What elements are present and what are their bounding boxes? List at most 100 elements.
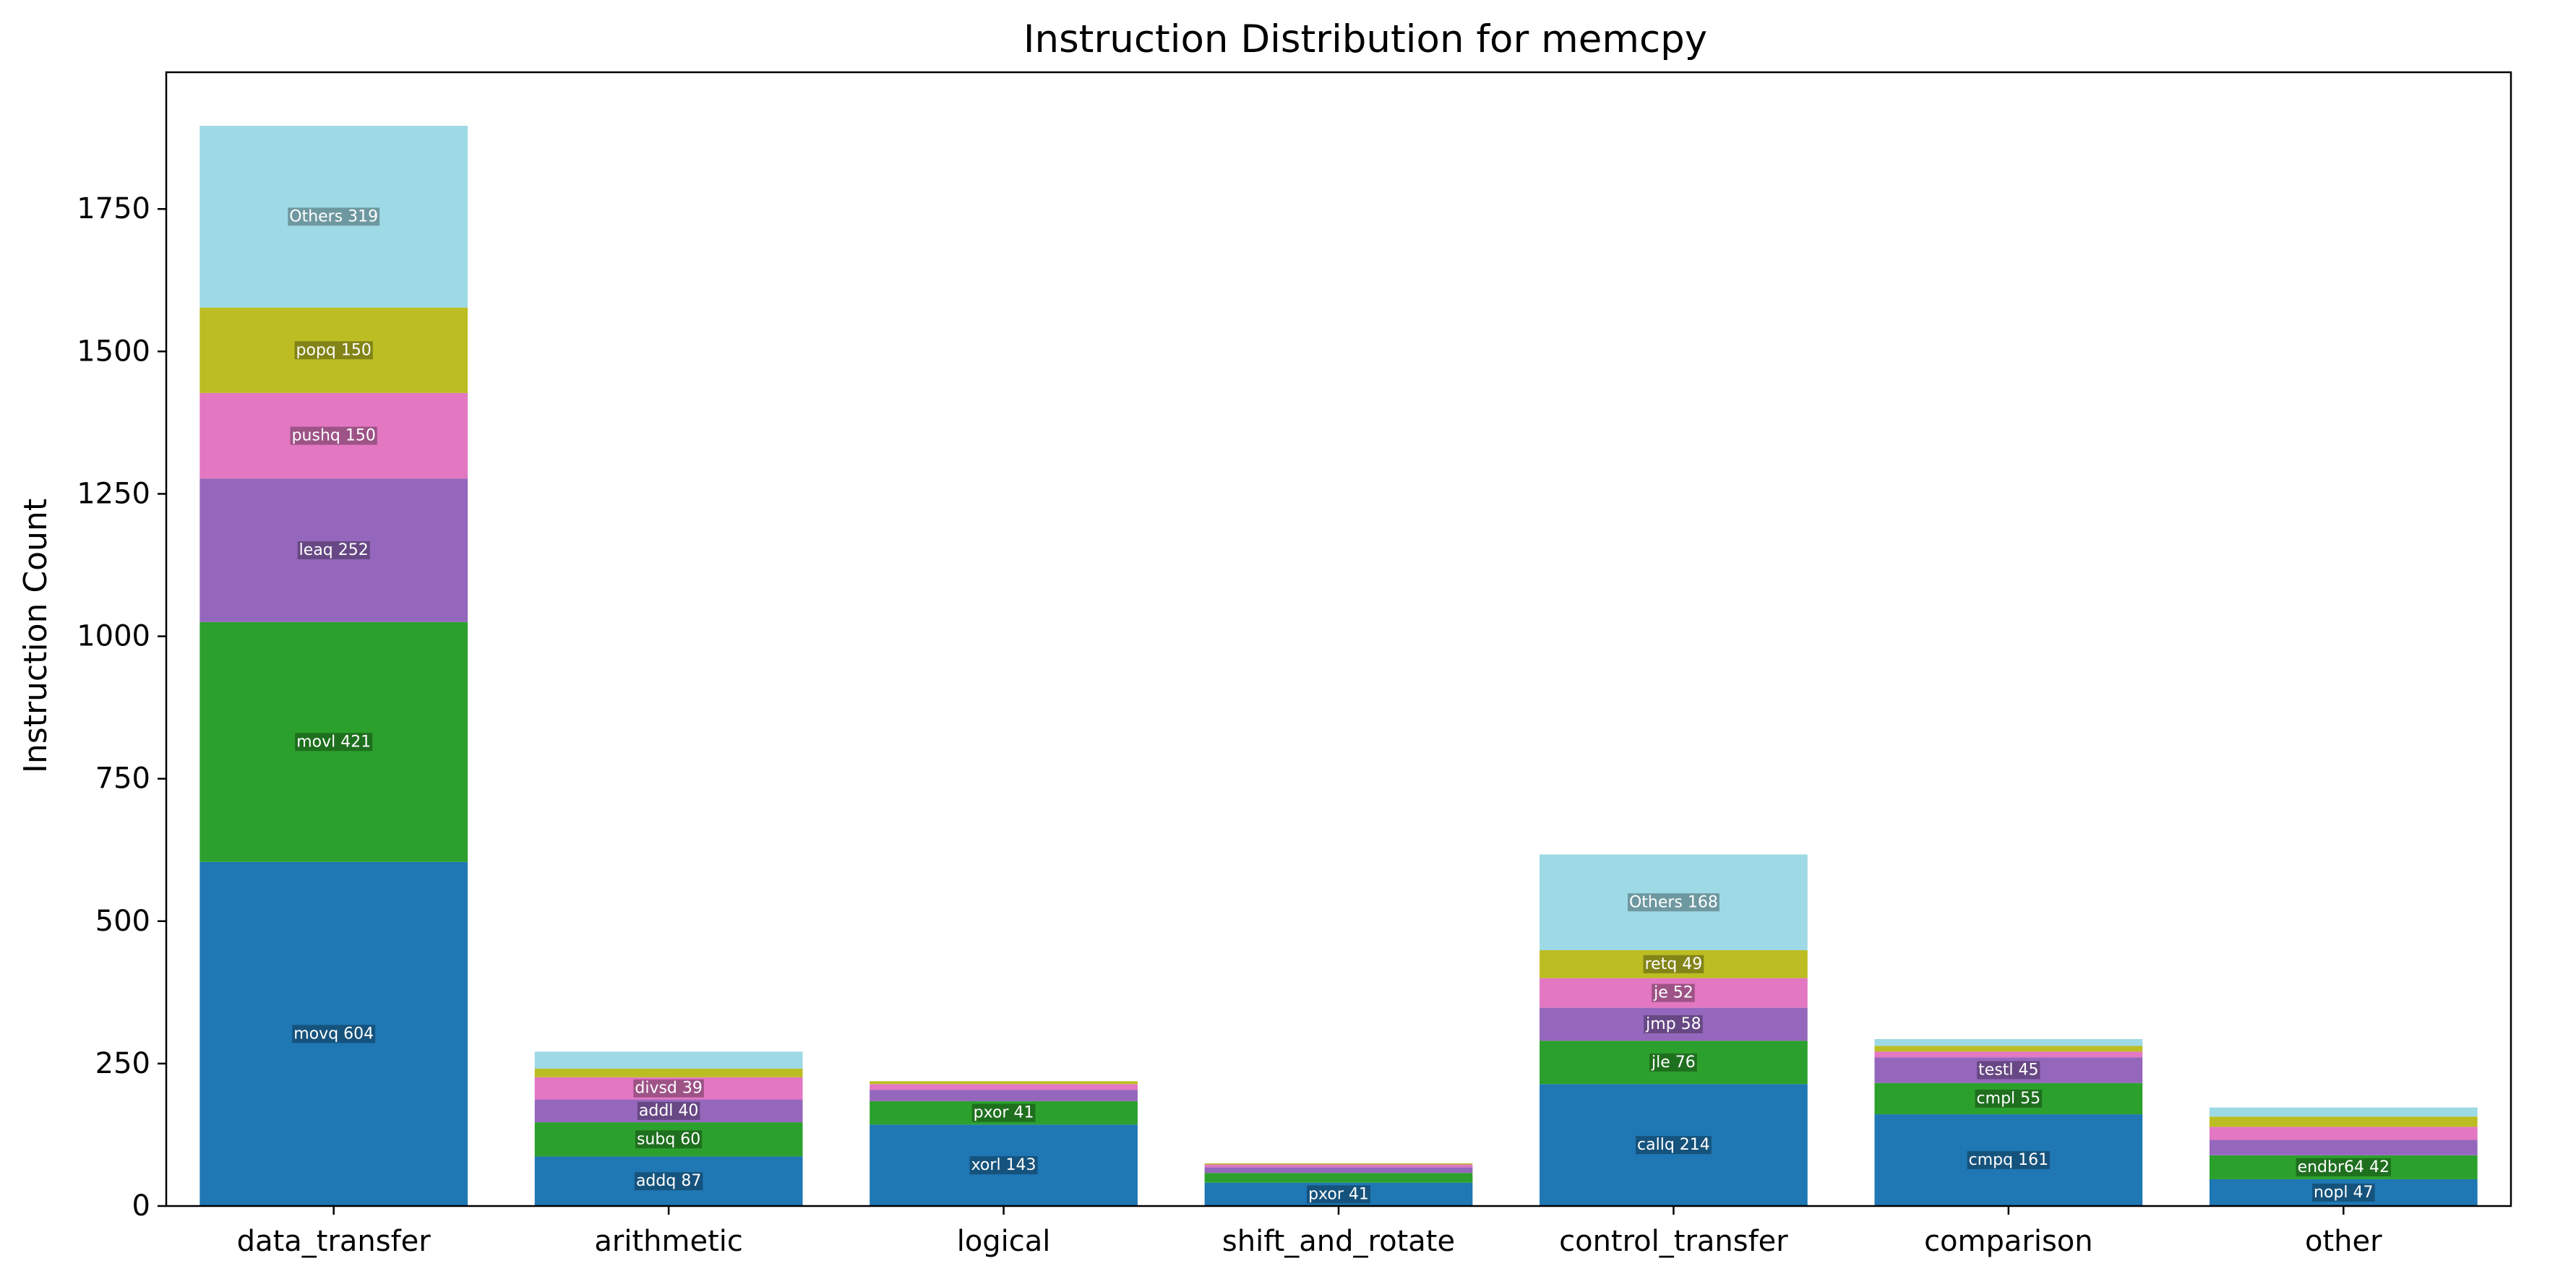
segment-label-bg	[1977, 1061, 2040, 1080]
bar-segment	[1204, 1167, 1473, 1174]
segment-label: cmpq 161	[1969, 1151, 2048, 1169]
segment-label: callq 214	[1637, 1136, 1710, 1154]
bar-segment	[2209, 1179, 2478, 1206]
segment-label: pushq 150	[292, 427, 376, 445]
bar-segment	[1540, 1084, 1808, 1206]
x-tick-label: other	[2305, 1225, 2382, 1258]
y-tick-label: 1250	[77, 477, 150, 510]
segment-label: nopl 47	[2314, 1184, 2373, 1202]
segment-label: jle 76	[1651, 1054, 1696, 1072]
y-tick-label: 250	[95, 1047, 150, 1080]
segment-labels: movq 604 movl 421 leaq 252 pushq 150 popq 15…	[288, 207, 2392, 1204]
segment-label: addq 87	[636, 1172, 701, 1190]
y-tick-label: 1500	[77, 335, 150, 368]
bar-segment	[199, 307, 468, 393]
segment-label-bg	[969, 1156, 1038, 1175]
y-axis-label: Instruction Count	[17, 499, 54, 773]
segment-label-bg	[292, 1025, 376, 1043]
bar-segment	[534, 1077, 803, 1100]
segment-label: cmpl 55	[1977, 1090, 2041, 1108]
bar-segment	[1540, 1041, 1808, 1085]
x-axis: data_transfer arithmetic logical shift_and_…	[237, 1206, 2382, 1258]
bar-segment	[1540, 978, 1808, 1008]
x-tick-label: control_transfer	[1559, 1225, 1788, 1258]
bar-segment	[1874, 1051, 2143, 1058]
bar-segment	[534, 1068, 803, 1077]
bar-segment	[534, 1156, 803, 1206]
bar-segment	[2209, 1107, 2478, 1117]
segment-label: addl 40	[639, 1102, 699, 1120]
x-tick-label: data_transfer	[237, 1225, 432, 1258]
segment-label-bg	[1643, 955, 1704, 973]
bar-segment	[534, 1051, 803, 1069]
bar-segment	[1874, 1114, 2143, 1206]
segment-label-bg	[295, 733, 373, 752]
bar-segment	[199, 392, 468, 479]
bar-segment	[2209, 1155, 2478, 1179]
segment-label: Others 168	[1629, 893, 1718, 911]
segment-label: je 52	[1653, 984, 1693, 1002]
segment-label: movq 604	[293, 1025, 374, 1043]
segment-label-bg	[1307, 1185, 1370, 1204]
bar-segment	[1874, 1082, 2143, 1115]
bar-segment	[870, 1090, 1138, 1101]
segment-label: leaq 252	[299, 541, 369, 559]
segment-label-bg	[635, 1130, 703, 1149]
segment-label: subq 60	[637, 1130, 700, 1148]
segment-label: movl 421	[296, 733, 371, 751]
segment-label-bg	[294, 341, 373, 360]
bar-segment	[1204, 1173, 1473, 1183]
segment-label-bg	[1644, 1015, 1703, 1033]
bar-segment	[1204, 1164, 1473, 1168]
bar-segment	[1204, 1182, 1473, 1206]
segment-label-bg	[634, 1172, 703, 1191]
segment-label-bg	[1975, 1089, 2043, 1108]
segment-label-bg	[2312, 1183, 2375, 1202]
bar-segment	[1874, 1038, 2143, 1046]
segment-label: retq 49	[1645, 955, 1703, 973]
segment-label-bg	[1627, 893, 1720, 912]
bar-segment	[199, 861, 468, 1206]
segment-label: jmp 58	[1645, 1015, 1701, 1033]
bar-segment	[870, 1101, 1138, 1125]
bar-segment	[870, 1081, 1138, 1085]
bar-segment	[534, 1122, 803, 1157]
bar-segment	[199, 126, 468, 308]
bar-segment	[199, 478, 468, 622]
bar-segment	[2209, 1140, 2478, 1155]
bar-segment	[870, 1124, 1138, 1206]
segment-label: testl 45	[1978, 1061, 2038, 1079]
y-axis: 0 250 500 750 1000 1250 1500 1750	[77, 192, 166, 1223]
x-tick-label: comparison	[1924, 1225, 2093, 1258]
bar-segment	[1204, 1163, 1473, 1165]
segment-label: pxor 41	[974, 1104, 1034, 1122]
segment-label: popq 150	[296, 341, 372, 359]
y-tick-label: 500	[95, 905, 150, 938]
y-tick-label: 1000	[77, 620, 150, 653]
segment-label: pxor 41	[1308, 1185, 1369, 1203]
bar-segment	[2209, 1127, 2478, 1140]
plot-frame	[165, 71, 2512, 1207]
segment-label-bg	[971, 1103, 1036, 1122]
segment-label: xorl 143	[971, 1156, 1036, 1174]
segment-label-bg	[633, 1079, 704, 1098]
segment-label: divsd 39	[635, 1080, 703, 1098]
segment-label-bg	[637, 1101, 700, 1120]
bar-segment	[1540, 854, 1808, 950]
chart-title: Instruction Distribution for memcpy	[1023, 17, 1707, 61]
bar-segment	[1540, 949, 1808, 978]
y-tick-label: 1750	[77, 192, 150, 225]
segment-label-bg	[1967, 1151, 2051, 1170]
bar-segment	[1540, 1007, 1808, 1041]
segment-label-bg	[2296, 1158, 2392, 1176]
bar-stacks	[199, 126, 2478, 1206]
bar-segment	[870, 1084, 1138, 1090]
segment-label-bg	[1649, 1053, 1697, 1072]
segment-label-bg	[288, 207, 380, 226]
segment-label-bg	[1652, 983, 1695, 1002]
bar-segment	[199, 621, 468, 862]
x-tick-label: arithmetic	[594, 1225, 742, 1258]
segment-label-bg	[1636, 1136, 1712, 1155]
segment-label-bg	[297, 541, 370, 560]
